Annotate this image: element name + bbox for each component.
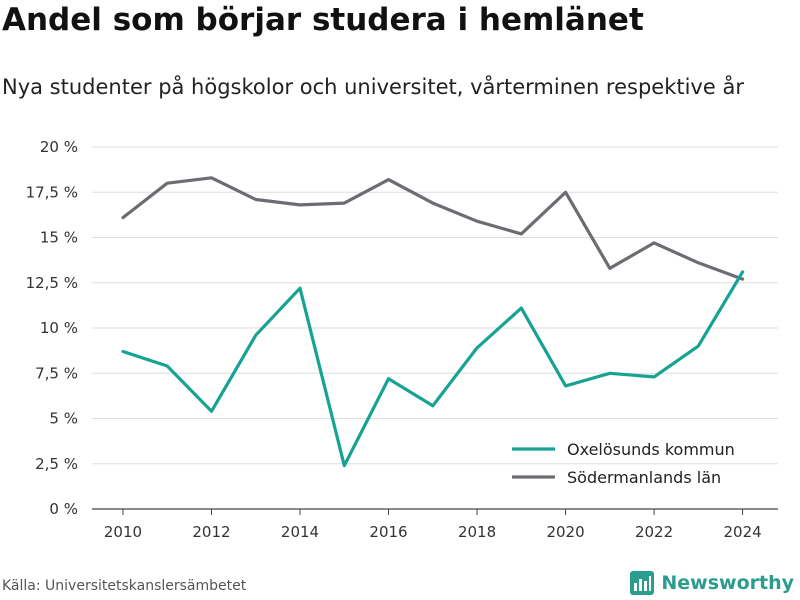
- legend-label: Södermanlands län: [567, 468, 721, 487]
- y-tick-label: 17,5 %: [26, 183, 78, 201]
- x-tick-label: 2014: [281, 523, 319, 541]
- y-tick-label: 7,5 %: [35, 364, 78, 382]
- legend: Oxelösunds kommun Södermanlands län: [512, 440, 735, 487]
- x-tick-label: 2018: [458, 523, 496, 541]
- series-lines: [121, 176, 745, 468]
- y-tick-label: 15 %: [40, 229, 78, 247]
- y-tick-label: 10 %: [40, 319, 78, 337]
- grid-lines: [92, 146, 778, 510]
- series-line-oxelösunds-kommun: [121, 270, 745, 468]
- brand-logo: Newsworthy: [629, 570, 794, 596]
- x-axis-ticks: 2010 2012 2014 2016 2018 2020 2022 2024: [104, 509, 762, 541]
- brand-name: Newsworthy: [661, 572, 794, 594]
- series-line-södermanlands-län: [121, 176, 745, 281]
- chart-subtitle: Nya studenter på högskolor och universit…: [2, 75, 744, 99]
- legend-label: Oxelösunds kommun: [567, 440, 735, 459]
- y-tick-label: 12,5 %: [26, 274, 78, 292]
- x-tick-label: 2020: [546, 523, 584, 541]
- y-axis-ticks: 0 % 2,5 % 5 % 7,5 % 10 % 12,5 % 15 % 17,5 % 20 %: [26, 138, 78, 518]
- y-tick-label: 5 %: [49, 410, 78, 428]
- x-tick-label: 2012: [192, 523, 230, 541]
- y-tick-label: 0 %: [49, 500, 78, 518]
- y-tick-label: 20 %: [40, 138, 78, 156]
- source-note: Källa: Universitetskanslersämbetet: [2, 578, 247, 594]
- chart-title: Andel som börjar studera i hemlänet: [2, 2, 644, 38]
- x-tick-label: 2022: [635, 523, 673, 541]
- x-tick-label: 2010: [104, 523, 142, 541]
- y-tick-label: 2,5 %: [35, 455, 78, 473]
- newsworthy-logo-icon: [630, 571, 655, 595]
- x-tick-label: 2024: [723, 523, 761, 541]
- x-tick-label: 2016: [369, 523, 407, 541]
